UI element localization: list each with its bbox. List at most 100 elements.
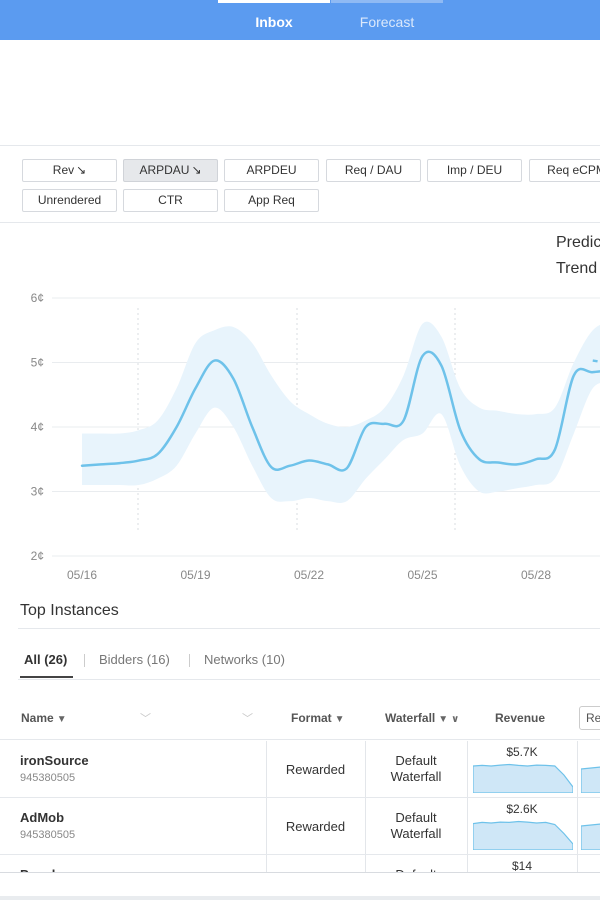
subtab-active-indicator	[20, 676, 73, 678]
filter-icon[interactable]: ▼	[334, 714, 345, 725]
metric-button-label: Rev	[52, 163, 75, 177]
metric-button-arpdau[interactable]: ARPDAU ↘	[123, 159, 218, 182]
filter-icon[interactable]: ▼	[438, 714, 449, 725]
table-clip	[0, 872, 600, 896]
y-tick-label: 3¢	[31, 485, 44, 499]
subtab-bidders[interactable]: Bidders (16)	[99, 652, 170, 667]
metric-button-label: Req / DAU	[344, 163, 403, 177]
column-divider	[266, 798, 267, 855]
column-header-waterfall[interactable]: Waterfall ▼ ∨	[385, 711, 459, 725]
column-divider	[577, 855, 578, 872]
divider	[0, 222, 600, 223]
bottom-scroll-edge	[0, 896, 600, 900]
metric-button-rev[interactable]: Rev ↘	[22, 159, 117, 182]
column-header-waterfall-label: Waterfall	[385, 711, 436, 725]
column-divider	[467, 855, 468, 872]
column-header-format-label: Format	[291, 711, 332, 725]
metric-button-app-req[interactable]: App Req	[224, 189, 319, 212]
filter-icon[interactable]: ▼	[56, 714, 67, 725]
sparkline-area	[581, 766, 600, 793]
divider	[84, 654, 85, 667]
revenue-sparkline	[473, 820, 573, 850]
x-tick-label: 05/28	[521, 568, 551, 582]
column-divider	[266, 741, 267, 798]
y-tick-label: 5¢	[31, 356, 44, 370]
column-header-extra[interactable]: Re	[579, 706, 600, 730]
metric-button-arpdeu[interactable]: ARPDEU	[224, 159, 319, 182]
revenue-value: $5.7K	[506, 745, 538, 759]
metric-button-ctr[interactable]: CTR	[123, 189, 218, 212]
x-tick-label: 05/25	[407, 568, 437, 582]
metric-button-req-dau[interactable]: Req / DAU	[326, 159, 421, 182]
sparkline-area	[581, 823, 600, 850]
metric-button-label: Imp / DEU	[446, 163, 503, 177]
tab-inbox[interactable]: Inbox	[218, 0, 330, 40]
instance-id: 945380505	[20, 829, 76, 841]
divider	[189, 654, 190, 667]
instance-name[interactable]: ironSource	[20, 753, 89, 768]
divider	[0, 145, 600, 146]
sparkline-area	[473, 763, 573, 793]
arpdau-series-line	[80, 350, 600, 472]
divider	[18, 679, 600, 680]
top-instances-title: Top Instances	[20, 602, 119, 619]
revenue-value: $14	[511, 859, 533, 873]
divider	[0, 739, 600, 740]
trend-down-icon: ↘	[191, 163, 202, 177]
metric-button-label: Unrendered	[37, 193, 102, 207]
divider	[0, 872, 600, 873]
subtab-all[interactable]: All (26)	[24, 652, 68, 667]
chevron-down-icon[interactable]: ﹀	[242, 713, 253, 725]
metric-button-label: App Req	[248, 193, 295, 207]
subtab-networks[interactable]: Networks (10)	[204, 652, 285, 667]
waterfall-cell-line2: Waterfall	[390, 826, 442, 841]
extra-sparkline	[581, 766, 600, 793]
row-divider	[0, 797, 600, 798]
waterfall-cell-line2: Waterfall	[390, 769, 442, 784]
metric-button-label: ARPDEU	[246, 163, 297, 177]
column-header-format[interactable]: Format ▼	[291, 711, 345, 725]
x-tick-label: 05/16	[67, 568, 97, 582]
x-tick-label: 05/22	[294, 568, 324, 582]
y-tick-label: 6¢	[31, 291, 44, 305]
y-tick-label: 4¢	[31, 420, 44, 434]
column-divider	[365, 855, 366, 872]
top-tab-bar: Inbox Forecast	[0, 0, 600, 40]
divider	[18, 628, 600, 629]
column-divider	[365, 741, 366, 798]
row-divider	[0, 854, 600, 855]
confidence-band	[82, 321, 600, 503]
revenue-sparkline	[473, 763, 573, 793]
format-cell: Rewarded	[285, 762, 346, 777]
x-tick-label: 05/19	[180, 568, 210, 582]
metric-button-req-ecpm[interactable]: Req eCPM	[529, 159, 600, 182]
chevron-down-icon[interactable]: ∨	[451, 714, 460, 725]
tab-forecast[interactable]: Forecast	[331, 0, 443, 40]
column-divider	[577, 798, 578, 855]
column-header-name[interactable]: Name ▼	[21, 711, 67, 725]
metric-button-imp-deu[interactable]: Imp / DEU	[427, 159, 522, 182]
format-cell: Rewarded	[285, 819, 346, 834]
column-divider	[467, 741, 468, 798]
waterfall-cell-line1: Default	[395, 810, 437, 825]
metric-button-label: Req eCPM	[547, 163, 600, 177]
instance-name[interactable]: AdMob	[20, 810, 65, 825]
column-header-name-label: Name	[21, 711, 54, 725]
column-divider	[365, 798, 366, 855]
trend-down-icon: ↘	[76, 163, 87, 177]
metric-button-label: ARPDAU	[139, 163, 190, 177]
revenue-value: $2.6K	[506, 802, 538, 816]
column-divider	[467, 798, 468, 855]
waterfall-cell-line1: Default	[395, 753, 437, 768]
chevron-down-icon[interactable]: ﹀	[140, 713, 151, 725]
sparkline-area	[473, 820, 573, 850]
legend-trend: Trend	[556, 260, 598, 277]
column-divider	[266, 855, 267, 872]
metric-button-label: CTR	[158, 193, 183, 207]
legend-prediction: Predic	[556, 234, 600, 251]
column-header-revenue[interactable]: Revenue	[495, 711, 546, 725]
column-divider	[577, 741, 578, 798]
instance-id: 945380505	[20, 772, 76, 784]
extra-sparkline	[581, 823, 600, 850]
metric-button-unrendered[interactable]: Unrendered	[22, 189, 117, 212]
